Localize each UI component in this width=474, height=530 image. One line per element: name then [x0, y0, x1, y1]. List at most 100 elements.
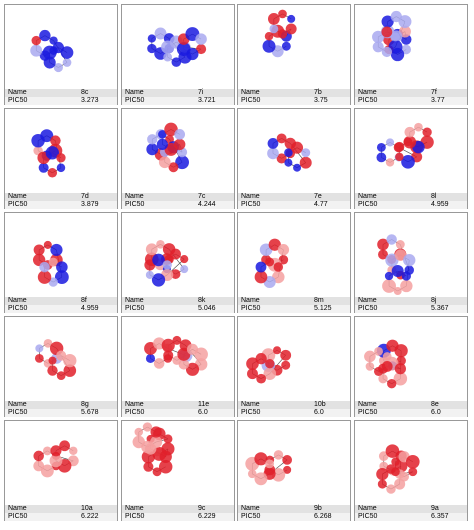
atom-highlight — [170, 248, 181, 260]
name-label: Name — [8, 89, 27, 96]
name-label: Name — [358, 193, 377, 200]
atom-highlight — [385, 138, 395, 147]
pic50-value: 6.268 — [314, 513, 332, 520]
atom-highlight — [153, 358, 165, 369]
name-row: Name 9a — [355, 505, 467, 513]
molecule-image — [34, 338, 77, 380]
name-value: 7c — [198, 193, 206, 200]
atom-highlight — [377, 479, 387, 489]
atom-highlight — [40, 464, 54, 478]
name-label: Name — [358, 505, 377, 512]
atom-highlight — [382, 352, 392, 361]
atom-highlight — [403, 253, 416, 267]
name-label: Name — [241, 297, 260, 304]
atom-highlight — [293, 163, 302, 172]
molecule-cell: Name 10a PIC50 6.222 — [4, 420, 118, 521]
pic50-row: PIC50 5.367 — [355, 305, 467, 313]
atom-highlight — [43, 338, 53, 348]
pic50-label: PIC50 — [241, 97, 261, 104]
atom-highlight — [378, 374, 388, 384]
name-row: Name 11e — [122, 401, 234, 409]
pic50-row: PIC50 4.959 — [5, 305, 117, 313]
atom-highlight — [170, 269, 181, 279]
name-row: Name 10b — [238, 401, 350, 409]
atom-highlight — [284, 158, 293, 167]
molecule-cell: Name 7i PIC50 3.721 — [121, 4, 235, 105]
atom-highlight — [381, 360, 393, 372]
atom-highlight — [299, 156, 312, 169]
pic50-value: 3.721 — [198, 97, 216, 104]
atom-highlight — [283, 465, 292, 474]
atom-highlight — [401, 44, 412, 55]
pic50-label: PIC50 — [358, 409, 378, 416]
molecule-cell: Name 10b PIC50 6.0 — [237, 316, 351, 417]
name-row: Name 8f — [5, 297, 117, 305]
atom-highlight — [30, 44, 43, 57]
atom-highlight — [414, 122, 423, 132]
pic50-value: 6.357 — [431, 513, 449, 520]
atom-highlight — [145, 270, 154, 279]
atom-highlight — [152, 253, 165, 267]
pic50-row: PIC50 6.222 — [5, 513, 117, 521]
name-row: Name 8g — [5, 401, 117, 409]
name-value: 7d — [81, 193, 89, 200]
atom-highlight — [178, 359, 190, 370]
name-row: Name 7b — [238, 89, 350, 97]
name-label: Name — [358, 89, 377, 96]
pic50-label: PIC50 — [125, 201, 145, 208]
name-value: 8j — [431, 297, 437, 304]
atom-highlight — [272, 346, 282, 355]
pic50-value: 4.77 — [314, 201, 328, 208]
molecule-cell: Name 7f PIC50 3.77 — [354, 4, 468, 105]
pic50-row: PIC50 4.959 — [355, 201, 467, 209]
atom-highlight — [171, 57, 182, 67]
pic50-row: PIC50 4.244 — [122, 201, 234, 209]
molecule-image — [147, 27, 207, 67]
atom-highlight — [377, 238, 389, 251]
pic50-value: 3.879 — [81, 201, 99, 208]
pic50-row: PIC50 5.046 — [122, 305, 234, 313]
atom-highlight — [33, 244, 45, 256]
atom-highlight — [267, 138, 279, 149]
name-value: 11e — [198, 401, 210, 408]
atom-highlight — [147, 43, 157, 54]
pic50-value: 5.125 — [314, 305, 332, 312]
atom-highlight — [33, 450, 44, 462]
atom-highlight — [404, 126, 416, 138]
atom-highlight — [59, 440, 70, 452]
atom-highlight — [395, 240, 405, 249]
atom-highlight — [282, 455, 293, 465]
atom-highlight — [393, 286, 402, 296]
atom-highlight — [50, 243, 63, 257]
atom-highlight — [376, 142, 386, 152]
name-row: Name 8c — [5, 89, 117, 97]
atom-highlight — [301, 148, 311, 158]
pic50-value: 6.0 — [431, 409, 441, 416]
molecule-cell: Name 8l PIC50 4.959 — [354, 108, 468, 209]
molecule-image — [267, 133, 312, 172]
pic50-label: PIC50 — [241, 513, 261, 520]
molecule-cell: Name 8j PIC50 5.367 — [354, 212, 468, 313]
name-value: 8l — [431, 193, 437, 200]
pic50-value: 5.678 — [81, 409, 99, 416]
pic50-label: PIC50 — [125, 409, 145, 416]
atom-highlight — [163, 434, 173, 444]
pic50-value: 5.046 — [198, 305, 216, 312]
atom-highlight — [387, 379, 397, 389]
atom-highlight — [398, 15, 412, 29]
atom-highlight — [40, 129, 54, 143]
atom-highlight — [147, 34, 156, 43]
atom-highlight — [150, 426, 162, 438]
atom-highlight — [372, 30, 385, 44]
atom-highlight — [47, 168, 58, 178]
atom-highlight — [364, 350, 376, 363]
pic50-value: 6.0 — [314, 409, 324, 416]
atom-highlight — [376, 152, 387, 163]
name-row: Name 7f — [355, 89, 467, 97]
pic50-row: PIC50 6.268 — [238, 513, 350, 521]
atom-highlight — [287, 14, 296, 23]
atom-highlight — [195, 44, 207, 55]
molecule-image — [30, 29, 74, 73]
name-value: 8f — [81, 297, 87, 304]
